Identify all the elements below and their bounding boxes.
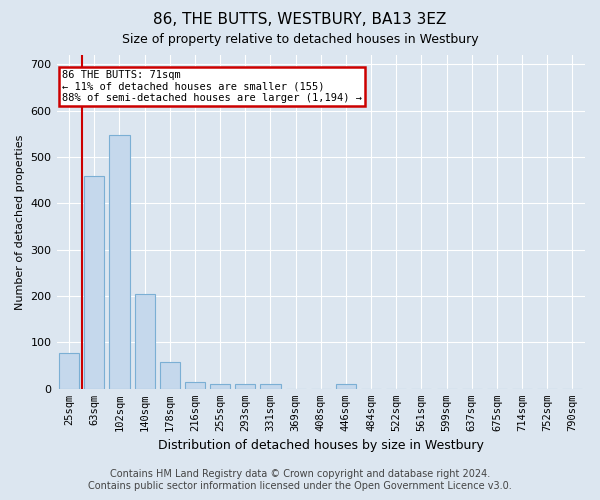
Bar — [260, 384, 281, 389]
Bar — [185, 382, 205, 389]
Text: Contains HM Land Registry data © Crown copyright and database right 2024.
Contai: Contains HM Land Registry data © Crown c… — [88, 470, 512, 491]
Bar — [160, 362, 180, 389]
Bar — [235, 384, 256, 389]
Bar — [84, 176, 104, 389]
Bar — [109, 134, 130, 389]
Bar — [134, 294, 155, 389]
Bar — [336, 384, 356, 389]
Text: Size of property relative to detached houses in Westbury: Size of property relative to detached ho… — [122, 32, 478, 46]
Bar — [210, 384, 230, 389]
Text: 86, THE BUTTS, WESTBURY, BA13 3EZ: 86, THE BUTTS, WESTBURY, BA13 3EZ — [154, 12, 446, 28]
X-axis label: Distribution of detached houses by size in Westbury: Distribution of detached houses by size … — [158, 440, 484, 452]
Text: 86 THE BUTTS: 71sqm
← 11% of detached houses are smaller (155)
88% of semi-detac: 86 THE BUTTS: 71sqm ← 11% of detached ho… — [62, 70, 362, 103]
Y-axis label: Number of detached properties: Number of detached properties — [15, 134, 25, 310]
Bar — [59, 352, 79, 389]
